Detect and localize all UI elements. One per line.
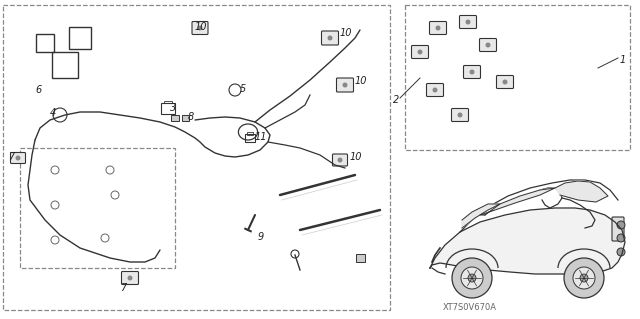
FancyBboxPatch shape (10, 152, 26, 164)
Polygon shape (430, 208, 625, 274)
Circle shape (433, 87, 438, 93)
Text: 4: 4 (50, 108, 56, 118)
Text: 7: 7 (120, 283, 126, 293)
FancyBboxPatch shape (321, 31, 339, 45)
Text: 3: 3 (170, 103, 176, 113)
FancyBboxPatch shape (479, 39, 497, 51)
Text: 10: 10 (355, 76, 367, 86)
FancyBboxPatch shape (412, 46, 429, 58)
FancyBboxPatch shape (460, 16, 477, 28)
Text: 10: 10 (340, 28, 353, 38)
Circle shape (502, 79, 508, 85)
Text: 11: 11 (255, 132, 268, 142)
Polygon shape (480, 188, 555, 215)
Bar (161, 102, 175, 114)
Bar (171, 115, 179, 121)
Circle shape (435, 26, 440, 31)
Circle shape (458, 113, 463, 117)
Circle shape (617, 221, 625, 229)
Bar (69, 27, 91, 49)
Circle shape (198, 26, 202, 31)
Circle shape (337, 158, 342, 162)
Bar (36, 34, 54, 52)
Bar (52, 52, 78, 78)
Circle shape (470, 70, 474, 75)
Text: XT7S0V670A: XT7S0V670A (443, 303, 497, 312)
Text: 7: 7 (8, 152, 14, 162)
Circle shape (465, 19, 470, 25)
FancyBboxPatch shape (612, 217, 624, 241)
FancyBboxPatch shape (426, 84, 444, 97)
Text: 10: 10 (195, 22, 207, 32)
Text: 1: 1 (620, 55, 627, 65)
Bar (245, 134, 255, 142)
Circle shape (580, 274, 588, 282)
FancyBboxPatch shape (463, 65, 481, 78)
Text: 2: 2 (393, 95, 399, 105)
FancyBboxPatch shape (337, 78, 353, 92)
Circle shape (342, 83, 348, 87)
Circle shape (417, 49, 422, 55)
Polygon shape (555, 181, 608, 202)
FancyBboxPatch shape (429, 21, 447, 34)
Bar (247, 132, 253, 135)
FancyBboxPatch shape (497, 76, 513, 88)
Bar (405, 5, 630, 150)
Circle shape (452, 258, 492, 298)
Circle shape (564, 258, 604, 298)
Circle shape (15, 155, 20, 160)
Circle shape (573, 267, 595, 289)
Text: 5: 5 (240, 84, 246, 94)
Text: 8: 8 (188, 112, 195, 122)
Circle shape (617, 234, 625, 242)
Circle shape (468, 274, 476, 282)
Bar (3, 5, 390, 310)
FancyBboxPatch shape (122, 271, 138, 285)
Bar (355, 254, 365, 262)
FancyBboxPatch shape (451, 108, 468, 122)
Circle shape (328, 35, 333, 41)
Text: 10: 10 (350, 152, 362, 162)
Bar (20, 148, 175, 268)
FancyBboxPatch shape (192, 21, 208, 34)
Circle shape (486, 42, 490, 48)
Bar (182, 115, 189, 121)
FancyBboxPatch shape (333, 154, 348, 166)
Circle shape (461, 267, 483, 289)
Polygon shape (462, 204, 500, 228)
Circle shape (127, 276, 132, 280)
Circle shape (617, 248, 625, 256)
Bar (164, 100, 172, 103)
Text: 9: 9 (258, 232, 264, 242)
Text: 6: 6 (35, 85, 41, 95)
